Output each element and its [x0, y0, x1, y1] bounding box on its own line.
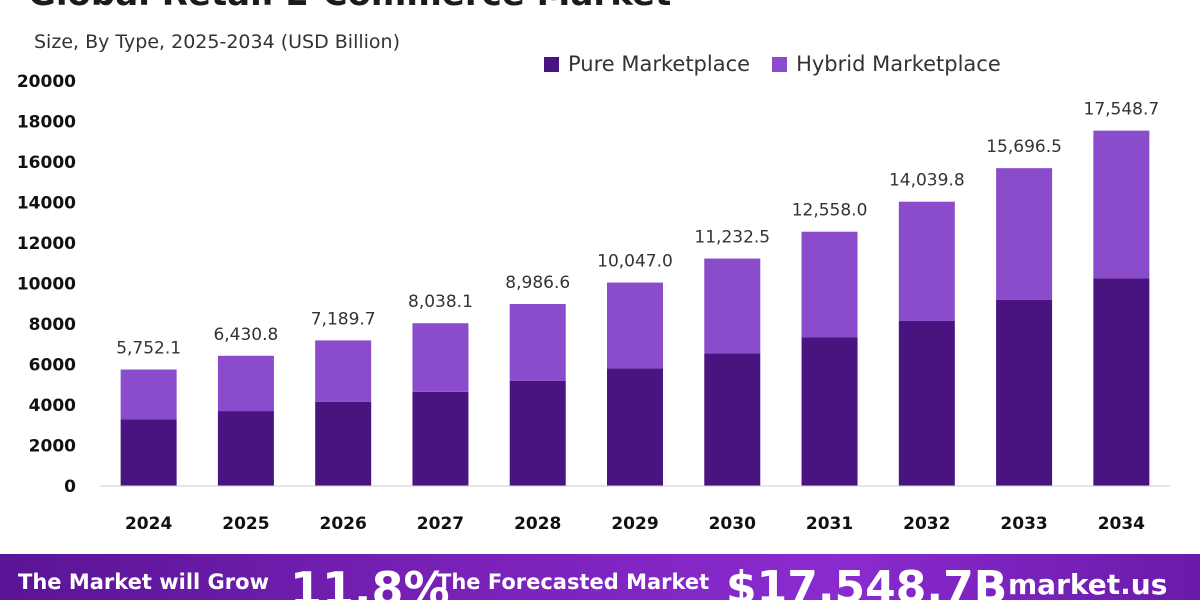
x-tick-label: 2032: [903, 514, 950, 534]
data-label-total-2029: 10,047.0: [597, 252, 673, 272]
bar-chart: 0 2000 4000 6000 8000 10000 12000 14000 16000 180…: [17, 72, 1170, 534]
bars: 5,752.1 6,430.8 7,189.7 8,038.1 8,986.6 10,04…: [116, 100, 1159, 486]
legend-label-hybrid-marketplace: Hybrid Marketplace: [796, 52, 1001, 76]
y-tick-label: 10000: [17, 275, 76, 295]
data-label-total-2027: 8,038.1: [408, 292, 473, 312]
brand-logo: market.us: [1008, 568, 1168, 600]
bar-hybrid-marketplace-2033: [996, 168, 1053, 300]
data-label-total-2030: 11,232.5: [694, 228, 770, 248]
banner-cagr-value: 11.8%: [290, 562, 450, 600]
x-tick-label: 2025: [222, 514, 269, 534]
x-tick-label: 2027: [417, 514, 464, 534]
x-tick-label: 2029: [611, 514, 658, 534]
x-tick-label: 2024: [125, 514, 172, 534]
x-tick-label: 2034: [1098, 514, 1145, 534]
legend-item-pure-marketplace: Pure Marketplace: [544, 52, 750, 76]
banner-forecast-text: The Forecasted Market: [437, 570, 710, 594]
banner-forecast-value: $17,548.7B: [726, 562, 1008, 600]
bar-pure-marketplace-2029: [607, 368, 663, 486]
y-axis: 0 2000 4000 6000 8000 10000 12000 14000 16000 180…: [17, 72, 76, 497]
y-tick-label: 20000: [17, 72, 76, 92]
bar-pure-marketplace-2033: [996, 299, 1053, 486]
legend-label-pure-marketplace: Pure Marketplace: [568, 52, 751, 76]
bar-hybrid-marketplace-2026: [315, 340, 372, 402]
bar-pure-marketplace-2032: [898, 320, 955, 486]
data-label-total-2033: 15,696.5: [986, 137, 1062, 157]
bar-pure-marketplace-2031: [801, 337, 858, 486]
bar-hybrid-marketplace-2034: [1093, 130, 1150, 279]
x-tick-label: 2033: [1000, 514, 1047, 534]
legend-swatch-hybrid-marketplace: [772, 56, 788, 72]
banner-grow-text: The Market will Grow: [18, 570, 269, 594]
data-label-total-2028: 8,986.6: [505, 273, 570, 293]
bar-pure-marketplace-2027: [412, 391, 469, 486]
bar-hybrid-marketplace-2028: [509, 304, 566, 381]
bar-hybrid-marketplace-2029: [607, 282, 663, 369]
bar-pure-marketplace-2030: [704, 353, 761, 486]
chart-title: Global Retail E-Commerce Market: [28, 0, 671, 14]
y-tick-label: 2000: [29, 437, 76, 457]
x-axis: 2024 2025 2026 2027 2028 2029 2030 2031 2032 2033…: [125, 514, 1145, 534]
x-tick-label: 2030: [709, 514, 756, 534]
bar-hybrid-marketplace-2027: [412, 323, 469, 392]
legend-item-hybrid-marketplace: Hybrid Marketplace: [772, 52, 1001, 76]
x-tick-label: 2031: [806, 514, 853, 534]
bar-hybrid-marketplace-2031: [801, 231, 858, 338]
chart-subtitle: Size, By Type, 2025-2034 (USD Billion): [34, 31, 401, 53]
x-tick-label: 2028: [514, 514, 561, 534]
data-label-total-2025: 6,430.8: [213, 325, 278, 345]
y-tick-label: 4000: [29, 396, 76, 416]
data-label-total-2032: 14,039.8: [889, 171, 965, 191]
chart-legend: Pure Marketplace Hybrid Marketplace: [544, 52, 1023, 76]
bar-hybrid-marketplace-2024: [120, 369, 177, 420]
y-tick-label: 0: [64, 477, 76, 497]
x-tick-label: 2026: [320, 514, 367, 534]
data-label-total-2024: 5,752.1: [116, 339, 181, 359]
data-label-total-2031: 12,558.0: [792, 201, 868, 221]
bar-pure-marketplace-2026: [315, 401, 372, 486]
footer-banner: The Market will Grow 11.8% The Forecaste…: [0, 554, 1200, 600]
y-tick-label: 18000: [17, 113, 76, 133]
data-label-total-2034: 17,548.7: [1084, 100, 1160, 120]
data-label-total-2026: 7,189.7: [311, 309, 376, 329]
y-tick-label: 6000: [29, 356, 76, 376]
bar-hybrid-marketplace-2025: [217, 355, 274, 412]
bar-pure-marketplace-2025: [217, 411, 274, 486]
y-tick-label: 16000: [17, 153, 76, 173]
bar-pure-marketplace-2028: [509, 380, 566, 486]
bar-pure-marketplace-2024: [120, 419, 177, 486]
bar-hybrid-marketplace-2032: [898, 201, 955, 321]
legend-swatch-pure-marketplace: [544, 56, 559, 72]
bar-pure-marketplace-2034: [1093, 278, 1150, 486]
y-tick-label: 12000: [17, 234, 76, 254]
bar-hybrid-marketplace-2030: [704, 258, 761, 354]
y-tick-label: 8000: [29, 315, 76, 335]
y-tick-label: 14000: [17, 194, 76, 214]
